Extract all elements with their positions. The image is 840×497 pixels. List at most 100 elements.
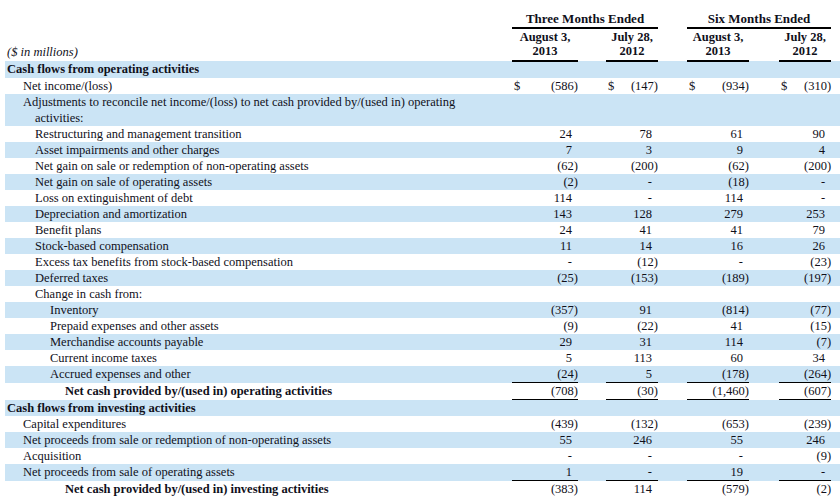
right-margin (831, 416, 840, 432)
cell-value: 14 (606, 238, 658, 254)
column-gap (578, 334, 606, 350)
row-label: Cash flows from operating activities (5, 61, 512, 78)
cell-value: (7) (779, 334, 831, 350)
cell-number: - (739, 449, 743, 463)
cell-number: 113 (634, 351, 652, 365)
column-gap (749, 174, 779, 190)
column-gap (658, 61, 687, 78)
cell-value (779, 400, 831, 417)
column-gap (749, 206, 779, 222)
cell-value: (23) (779, 254, 831, 270)
column-gap (658, 416, 687, 432)
column-gap (658, 383, 687, 400)
cell-number: (7) (816, 335, 831, 349)
right-margin (831, 334, 840, 350)
cell-value: - (606, 190, 658, 206)
cell-number: - (648, 175, 652, 189)
column-gap (749, 400, 779, 417)
cell-value: (607) (779, 383, 831, 400)
row-label: Excess tax benefits from stock-based com… (5, 254, 512, 270)
table-row: Capital expenditures(439)(132)(653)(239) (5, 416, 840, 432)
cell-value: (9) (779, 448, 831, 464)
cell-value (606, 61, 658, 78)
cell-number: 24 (560, 223, 573, 237)
column-header-6m-jul-2012: July 28,2012 (779, 28, 831, 61)
cell-value: 34 (779, 350, 831, 366)
cell-value: (18) (687, 174, 749, 190)
column-gap (749, 366, 779, 383)
cell-value: (653) (687, 416, 749, 432)
cell-number: (24) (557, 367, 578, 381)
cell-number: (200) (804, 159, 831, 173)
cell-value (687, 94, 749, 126)
cell-number: (23) (810, 255, 831, 269)
cell-value: (2) (512, 174, 578, 190)
right-margin (831, 0, 840, 28)
row-label: Benefit plans (5, 222, 512, 238)
cell-number: 11 (560, 239, 572, 253)
cell-number: 3 (646, 143, 652, 157)
column-gap (749, 464, 779, 481)
cell-value (779, 286, 831, 302)
cell-number: 128 (633, 207, 652, 221)
table-row: Loss on extinguishment of debt114-114- (5, 190, 840, 206)
cell-number: 114 (634, 482, 652, 496)
cell-number: 41 (731, 319, 744, 333)
cell-number: (653) (722, 417, 749, 431)
date-line2: 2012 (620, 44, 645, 58)
column-gap (749, 94, 779, 126)
column-gap (658, 28, 687, 61)
table-row: Restructuring and management transition2… (5, 126, 840, 142)
cell-value: - (779, 464, 831, 481)
cell-value: (153) (606, 270, 658, 286)
cell-value: 5 (512, 350, 578, 366)
right-margin (831, 366, 840, 383)
cell-value: (200) (606, 158, 658, 174)
column-gap (749, 190, 779, 206)
cell-value: 253 (779, 206, 831, 222)
table-row: Adjustments to reconcile net income/(los… (5, 94, 840, 126)
row-label: Stock-based compensation (5, 238, 512, 254)
cell-number: 29 (560, 335, 573, 349)
cell-number: 34 (813, 351, 826, 365)
cell-number: (153) (631, 271, 658, 285)
cell-number: (439) (551, 417, 578, 431)
cell-value: (178) (687, 366, 749, 383)
column-gap (578, 206, 606, 222)
cell-value: - (606, 174, 658, 190)
cell-number: (132) (631, 417, 658, 431)
cell-number: (197) (804, 271, 831, 285)
cell-number: 60 (731, 351, 744, 365)
cell-number: (25) (557, 271, 578, 285)
cell-value (606, 286, 658, 302)
right-margin (831, 383, 840, 400)
column-gap (578, 464, 606, 481)
right-margin (831, 222, 840, 238)
cell-number: 79 (813, 223, 826, 237)
cell-number: 246 (806, 433, 825, 447)
cell-value: $(310) (779, 78, 831, 94)
cell-value: (62) (512, 158, 578, 174)
row-label: Restructuring and management transition (5, 126, 512, 142)
row-label: Deferred taxes (5, 270, 512, 286)
column-gap (749, 78, 779, 94)
row-label: Prepaid expenses and other assets (5, 318, 512, 334)
table-row: Deferred taxes (25) (153) (189) (197) (5, 270, 840, 286)
table-row: Accrued expenses and other(24)5(178)(264… (5, 366, 840, 383)
date-line2: 2012 (793, 44, 818, 58)
right-margin (831, 142, 840, 158)
column-gap (578, 126, 606, 142)
cell-number: 41 (640, 223, 653, 237)
column-gap (658, 366, 687, 383)
cell-value: 79 (779, 222, 831, 238)
cell-number: (15) (810, 319, 831, 333)
cell-value: (579) (687, 481, 749, 497)
date-line1: August 3, (693, 30, 744, 44)
cell-value (606, 400, 658, 417)
right-margin (831, 28, 840, 61)
table-row: Excess tax benefits from stock-based com… (5, 254, 840, 270)
right-margin (831, 350, 840, 366)
right-margin (831, 206, 840, 222)
cell-value: (189) (687, 270, 749, 286)
cell-number: (18) (728, 175, 749, 189)
